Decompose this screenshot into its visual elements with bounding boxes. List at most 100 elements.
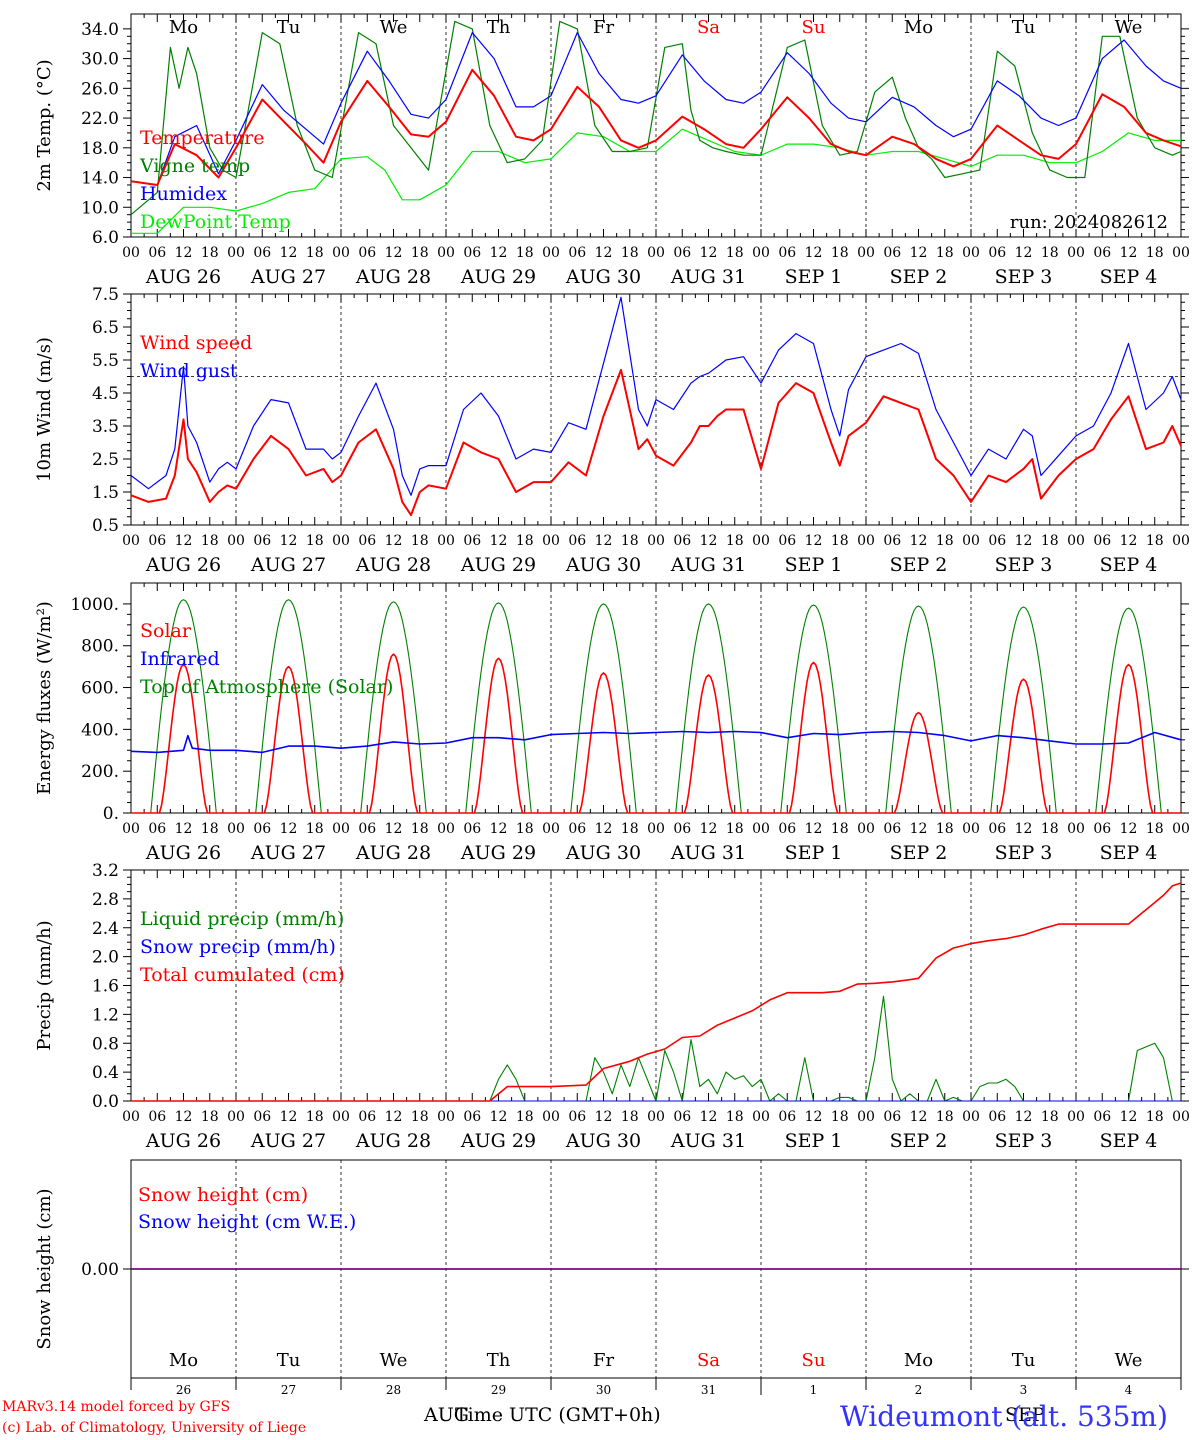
panel-wind-hour-label: 06 [253, 533, 271, 549]
panel-temperature-hour-label: 12 [490, 245, 508, 261]
panel-temperature-ytick-label: 6.0 [92, 228, 119, 248]
panel-energy-ylabel: Energy fluxes (W/m²) [34, 601, 55, 795]
panel-precip-ytick-label: 2.0 [92, 948, 119, 968]
weekday-label-bottom: Tu [1012, 1350, 1036, 1371]
panel-energy-ytick-label: 800. [81, 637, 119, 657]
panel-energy-date-label: AUG 28 [355, 842, 431, 864]
panel-energy-legend-item: Infrared [140, 648, 220, 670]
panel-wind-date-label: SEP 2 [890, 554, 948, 576]
day-number-label: 3 [1020, 1383, 1028, 1395]
panel-energy-date-label: AUG 29 [460, 842, 536, 864]
panel-temperature-hour-label: 18 [831, 245, 849, 261]
panel-precip-hour-label: 18 [936, 1109, 954, 1125]
panel-wind-hour-label: 12 [700, 533, 718, 549]
panel-precip-legend-item: Snow precip (mm/h) [140, 936, 336, 958]
panel-precip-hour-label: 12 [805, 1109, 823, 1125]
panel-energy-hour-label: 06 [673, 821, 691, 837]
panel-wind-hour-label: 06 [673, 533, 691, 549]
panel-wind-hour-label: 06 [778, 533, 796, 549]
x-axis-title: Time UTC (GMT+0h) [455, 1404, 661, 1426]
panel-energy-hour-label: 06 [148, 821, 166, 837]
panel-wind-hour-label: 18 [411, 533, 429, 549]
panel-precip-hour-label: 18 [1146, 1109, 1164, 1125]
panel-energy-hour-label: 12 [175, 821, 193, 837]
panel-wind-hour-label: 06 [1093, 533, 1111, 549]
panel-energy-hour-label: 18 [306, 821, 324, 837]
panel-temperature-hour-label: 12 [175, 245, 193, 261]
panel-precip-hour-label: 18 [411, 1109, 429, 1125]
panel-energy-hour-label: 06 [988, 821, 1006, 837]
panel-temperature-hour-label: 18 [621, 245, 639, 261]
panel-energy-date-label: SEP 2 [890, 842, 948, 864]
temp-series-temperature [130, 68, 1182, 186]
panel-temperature-legend-item: DewPoint Temp [140, 211, 291, 233]
panel-precip-hour-label: 12 [595, 1109, 613, 1125]
panel-wind-legend-item: Wind gust [140, 360, 238, 382]
meteogram-svg: 6.010.014.018.022.026.030.034.02m Temp. … [34, 13, 1190, 1395]
wind-series-wind-speed [130, 368, 1182, 517]
panel-temperature-date-label: AUG 29 [460, 266, 536, 288]
panel-energy-legend-item: Top of Atmosphere (Solar) [140, 676, 393, 698]
panel-wind-hour-label: 00 [962, 533, 980, 549]
panel-precip-legend-item: Liquid precip (mm/h) [140, 908, 344, 930]
panel-temperature-hour-label: 12 [1120, 245, 1138, 261]
panel-precip-hour-label: 00 [1067, 1109, 1085, 1125]
panel-precip-date-label: AUG 29 [460, 1130, 536, 1152]
panel-energy-hour-label: 00 [122, 821, 140, 837]
panel-temperature-hour-label: 00 [227, 245, 245, 261]
panel-precip-hour-label: 00 [1172, 1109, 1190, 1125]
panel-energy-hour-label: 00 [962, 821, 980, 837]
panel-energy-hour-label: 12 [280, 821, 298, 837]
weekday-label-bottom: Sa [697, 1350, 720, 1371]
panel-wind-ylabel: 10m Wind (m/s) [34, 337, 55, 482]
panel-precip-ytick-label: 1.2 [92, 1005, 119, 1025]
panel-wind-hour-label: 12 [1120, 533, 1138, 549]
panel-precip-hour-label: 18 [1041, 1109, 1059, 1125]
panel-wind-date-label: SEP 4 [1100, 554, 1158, 576]
panel-energy-hour-label: 12 [1120, 821, 1138, 837]
panel-precip-hour-label: 00 [962, 1109, 980, 1125]
panel-precip-date-label: SEP 4 [1100, 1130, 1158, 1152]
panel-precip-hour-label: 12 [700, 1109, 718, 1125]
panel-wind-hour-label: 12 [490, 533, 508, 549]
panel-wind-legend-item: Wind speed [140, 332, 252, 354]
panel-temperature-hour-label: 06 [358, 245, 376, 261]
panel-wind-hour-label: 00 [122, 533, 140, 549]
panel-energy-hour-label: 06 [568, 821, 586, 837]
panel-wind-hour-label: 12 [805, 533, 823, 549]
panel-precip-hour-label: 00 [332, 1109, 350, 1125]
panel-temperature-hour-label: 18 [306, 245, 324, 261]
panel-temperature-date-label: AUG 30 [565, 266, 641, 288]
panel-energy-hour-label: 12 [385, 821, 403, 837]
panel-energy-hour-label: 18 [516, 821, 534, 837]
panel-temperature-legend-item: Vigne temp [139, 155, 250, 177]
panel-precip-hour-label: 18 [201, 1109, 219, 1125]
panel-energy-hour-label: 18 [411, 821, 429, 837]
panel-energy-date-label: AUG 27 [250, 842, 326, 864]
panel-temperature-hour-label: 18 [201, 245, 219, 261]
panel-temperature-date-label: AUG 28 [355, 266, 431, 288]
panel-energy-hour-label: 18 [201, 821, 219, 837]
panel-temperature-hour-label: 06 [568, 245, 586, 261]
panel-wind-hour-label: 06 [463, 533, 481, 549]
weekday-label-top: Sa [697, 17, 720, 38]
panel-temperature-hour-label: 00 [962, 245, 980, 261]
panel-wind-hour-label: 18 [1146, 533, 1164, 549]
panel-energy-date-label: SEP 3 [995, 842, 1053, 864]
panel-snow-ytick-label: 0.00 [81, 1260, 119, 1280]
panel-precip-hour-label: 06 [253, 1109, 271, 1125]
panel-temperature-hour-label: 06 [673, 245, 691, 261]
panel-snow-legend-item: Snow height (cm W.E.) [138, 1211, 356, 1233]
panel-wind-hour-label: 12 [595, 533, 613, 549]
panel-precip-hour-label: 12 [1015, 1109, 1033, 1125]
panel-precip-hour-label: 18 [516, 1109, 534, 1125]
panel-wind-ytick-label: 5.5 [92, 351, 119, 371]
panel-wind-hour-label: 18 [516, 533, 534, 549]
panel-precip-hour-label: 06 [883, 1109, 901, 1125]
weekday-label-bottom: Th [487, 1350, 511, 1371]
panel-precip-date-label: AUG 27 [250, 1130, 326, 1152]
panel-wind-ytick-label: 0.5 [92, 516, 119, 536]
panel-temperature-hour-label: 18 [516, 245, 534, 261]
panel-energy-ytick-label: 1000. [70, 595, 119, 615]
